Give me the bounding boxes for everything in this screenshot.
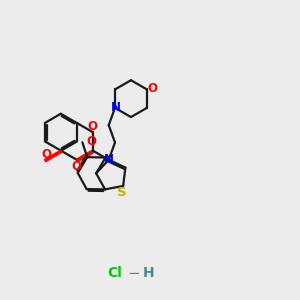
Text: N: N bbox=[104, 153, 114, 166]
Text: O: O bbox=[86, 135, 96, 148]
Text: H: H bbox=[143, 266, 154, 280]
Text: N: N bbox=[111, 101, 121, 114]
Text: Cl: Cl bbox=[107, 266, 122, 280]
Text: O: O bbox=[147, 82, 157, 95]
Text: O: O bbox=[72, 160, 82, 173]
Text: O: O bbox=[87, 120, 97, 133]
Text: O: O bbox=[41, 148, 51, 161]
Text: S: S bbox=[118, 186, 127, 199]
Text: −: − bbox=[127, 266, 140, 281]
